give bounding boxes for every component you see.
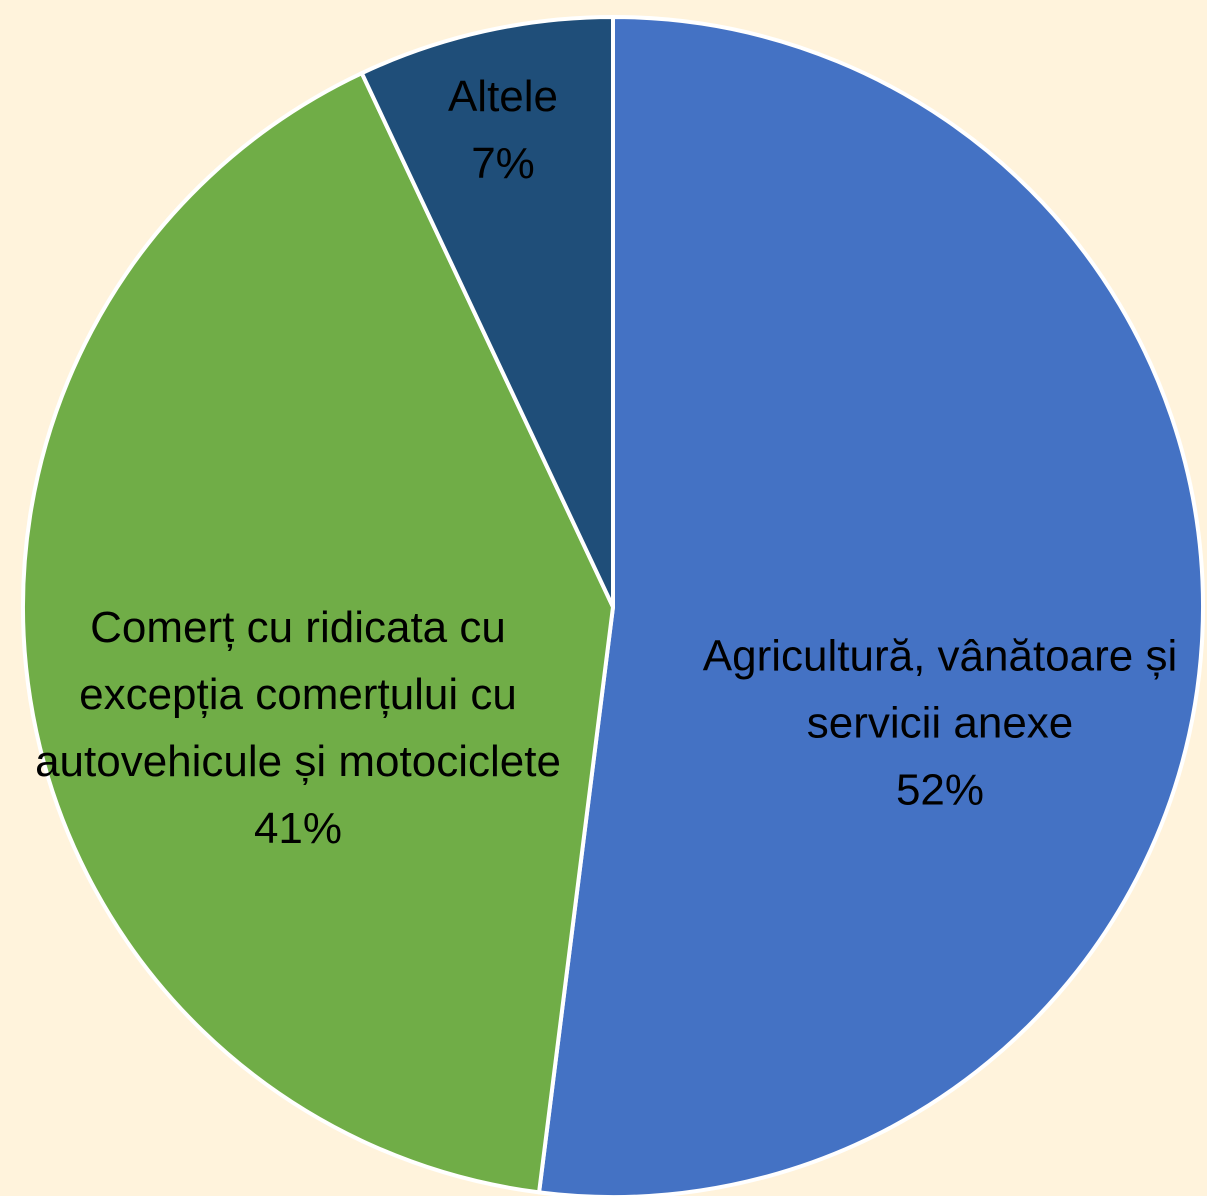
slice-label: Agricultură, vânătoare și servicii anexe… <box>675 623 1205 824</box>
value-label: 41% <box>253 804 343 853</box>
pie-slice <box>359 15 615 609</box>
category-label: Comerț cu ridicata cu excepția comerțulu… <box>35 603 561 786</box>
pie-slice <box>537 15 1205 1196</box>
pie-slice <box>21 71 615 1195</box>
category-label: Altele <box>447 72 559 121</box>
value-label: 7% <box>471 139 535 188</box>
value-label: 52% <box>895 765 985 815</box>
category-label: Agricultură, vânătoare și servicii anexe <box>702 631 1178 748</box>
slice-label: Comerț cu ridicata cu excepția comerțulu… <box>26 594 571 862</box>
slice-label: Altele 7% <box>353 63 653 197</box>
